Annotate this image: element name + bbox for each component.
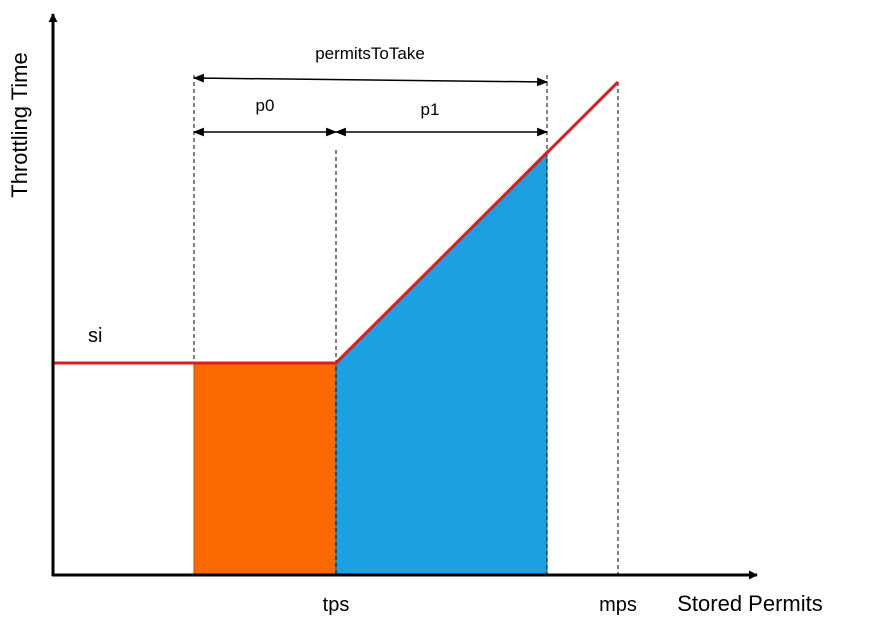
label-p0: p0 <box>256 96 275 115</box>
label-p1: p1 <box>421 100 440 119</box>
x-axis-title: Stored Permits <box>677 591 823 616</box>
blue-region <box>335 149 548 576</box>
orange-region <box>193 362 337 576</box>
y-axis-title: Throttling Time <box>7 52 32 198</box>
label-mps: mps <box>599 594 637 616</box>
label-tps: tps <box>323 594 350 616</box>
label-si: si <box>88 325 102 347</box>
label-permits-to-take: permitsToTake <box>315 44 425 63</box>
throttling-curve <box>53 80 620 365</box>
permits-to-take-arrow <box>192 73 549 87</box>
